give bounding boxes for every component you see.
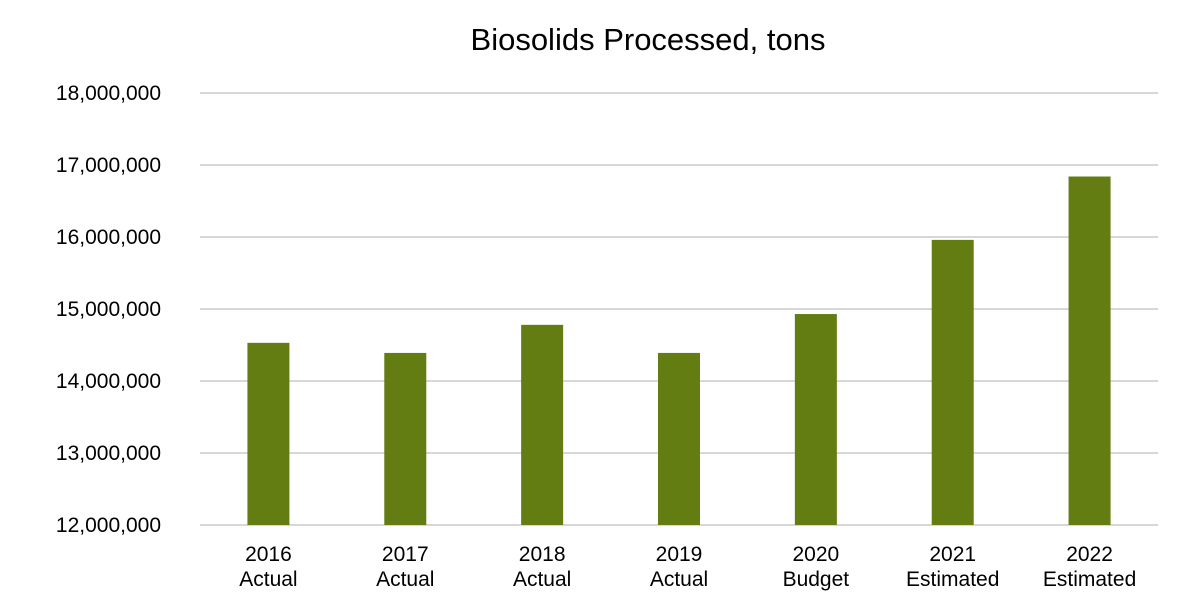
x-tick-label: 2019 [656, 543, 703, 566]
bar [794, 314, 837, 525]
y-tick-label: 12,000,000 [56, 514, 161, 537]
x-tick-label: Estimated [1043, 568, 1136, 591]
x-tick-label: 2018 [519, 543, 566, 566]
bar [658, 352, 700, 525]
x-tick-label: Actual [650, 568, 708, 591]
x-tick-label: 2017 [382, 543, 429, 566]
x-axis-ticks: 2016Actual2017Actual2018Actual2019Actual… [239, 543, 1136, 591]
x-tick-label: Actual [376, 568, 434, 591]
y-tick-label: 18,000,000 [56, 82, 161, 105]
bar [384, 352, 427, 525]
x-tick-label: Budget [783, 568, 850, 591]
x-tick-label: Actual [513, 568, 571, 591]
x-tick-label: 2022 [1066, 543, 1113, 566]
x-tick-label: 2021 [929, 543, 976, 566]
y-tick-label: 16,000,000 [56, 226, 161, 249]
y-tick-label: 15,000,000 [56, 298, 161, 321]
bar [931, 239, 974, 525]
bar [521, 324, 564, 525]
y-tick-label: 13,000,000 [56, 442, 161, 465]
bar [247, 342, 290, 525]
chart-title: Biosolids Processed, tons [471, 22, 826, 57]
x-tick-label: Estimated [906, 568, 999, 591]
x-tick-label: 2016 [245, 543, 292, 566]
x-tick-label: Actual [239, 568, 297, 591]
y-tick-label: 14,000,000 [56, 370, 161, 393]
bars [247, 176, 1111, 525]
y-tick-label: 17,000,000 [56, 154, 161, 177]
y-axis-ticks: 12,000,000 13,000,000 14,000,000 15,000,000… [56, 82, 161, 537]
x-tick-label: 2020 [792, 543, 839, 566]
bar [1068, 176, 1111, 525]
